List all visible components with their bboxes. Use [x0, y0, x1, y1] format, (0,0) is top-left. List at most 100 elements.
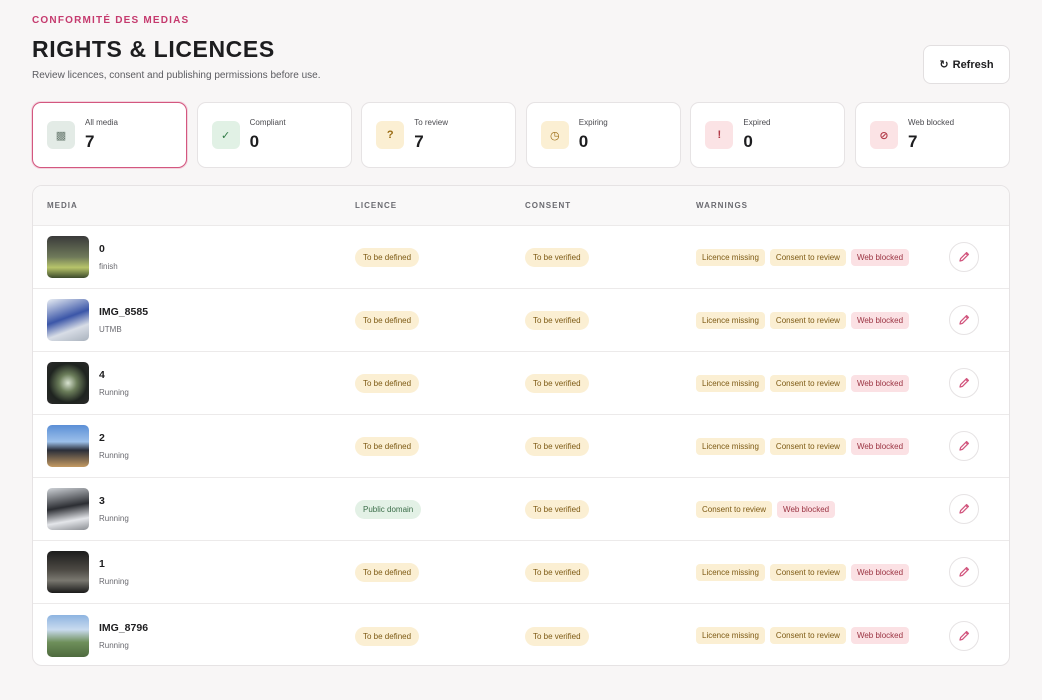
thumbnail	[47, 425, 89, 467]
media-tag: UTMB	[99, 325, 122, 334]
consent-badge: To be verified	[525, 437, 589, 456]
warning-badge: Consent to review	[769, 627, 846, 644]
warning-badge: Web blocked	[777, 500, 836, 518]
media-cell: IMG_8796 Running	[47, 614, 355, 657]
stat-value: 7	[414, 132, 424, 151]
consent-cell: To be verified	[525, 247, 696, 267]
edit-button[interactable]	[949, 494, 979, 524]
edit-icon	[959, 377, 970, 388]
media-tag: finish	[99, 262, 118, 271]
consent-cell: To be verified	[525, 626, 696, 646]
licence-cell: To be defined	[355, 310, 525, 330]
media-cell: 0 finish	[47, 236, 355, 278]
warning-badge: Licence missing	[696, 374, 765, 392]
media-cell: IMG_8585 UTMB	[47, 299, 355, 341]
media-text: 3 Running	[99, 495, 129, 523]
licence-badge: To be defined	[355, 311, 420, 330]
media-cell: 4 Running	[47, 362, 355, 404]
media-tag: Running	[99, 451, 129, 460]
action-cell	[949, 494, 1009, 524]
warnings-cell: Licence missing Consent to review Web bloc…	[696, 563, 949, 581]
stat-card[interactable]: ? To review 7	[361, 102, 517, 168]
table-row: 1 Running To be defined To be verified Licen…	[33, 541, 1009, 604]
stat-card[interactable]: ◷ Expiring 0	[525, 102, 681, 168]
subtitle: Review licences, consent and publishing …	[32, 70, 321, 81]
consent-cell: To be verified	[525, 499, 696, 519]
media-text: IMG_8796 Running	[99, 622, 148, 650]
thumbnail	[47, 488, 89, 530]
stat-label: All media	[85, 118, 118, 127]
licence-cell: To be defined	[355, 562, 525, 582]
licence-cell: To be defined	[355, 436, 525, 456]
licence-cell: To be defined	[355, 247, 525, 267]
stat-value: 0	[743, 132, 753, 151]
stat-value: 7	[85, 132, 95, 151]
consent-cell: To be verified	[525, 373, 696, 393]
warning-badge: Consent to review	[769, 563, 846, 581]
consent-badge: To be verified	[525, 626, 589, 646]
action-cell	[949, 431, 1009, 461]
warning-badge: Web blocked	[850, 311, 910, 329]
stat-card[interactable]: ▩ All media 7	[32, 102, 187, 168]
thumbnail	[47, 551, 89, 593]
stat-icon: ?	[376, 121, 405, 149]
media-name: IMG_8585	[99, 306, 149, 318]
column-header: CONSENT	[525, 201, 572, 210]
licence-badge: Public domain	[355, 500, 422, 519]
stat-card[interactable]: ! Expired 0	[690, 102, 846, 168]
edit-button[interactable]	[949, 368, 979, 398]
edit-icon	[959, 251, 970, 262]
stat-label: Expired	[743, 118, 771, 127]
edit-icon	[959, 440, 970, 451]
edit-button[interactable]	[949, 620, 979, 651]
consent-cell: To be verified	[525, 310, 696, 330]
consent-badge: To be verified	[525, 374, 589, 393]
edit-icon	[959, 503, 970, 514]
media-name: IMG_8796	[99, 621, 149, 634]
warning-badge: Consent to review	[769, 437, 846, 455]
warnings-cell: Licence missing Consent to review Web bloc…	[696, 374, 949, 392]
warning-badge: Licence missing	[696, 248, 765, 266]
licence-cell: Public domain	[355, 499, 525, 519]
media-name: 0	[99, 243, 105, 255]
column-header: LICENCE	[355, 201, 398, 210]
consent-badge: To be verified	[525, 563, 589, 582]
thumbnail	[47, 614, 89, 657]
warnings-cell: Licence missing Consent to review Web bloc…	[696, 627, 949, 644]
stat-icon: ⊘	[869, 121, 898, 149]
refresh-button[interactable]: ↻ Refresh	[923, 45, 1010, 84]
edit-button[interactable]	[949, 557, 979, 587]
licence-badge: To be defined	[355, 374, 420, 393]
table-row: IMG_8585 UTMB To be defined To be verified L…	[33, 289, 1009, 352]
warning-badge: Licence missing	[696, 437, 765, 455]
licence-badge: To be defined	[355, 437, 420, 456]
refresh-icon: ↻	[939, 59, 949, 71]
stat-value: 0	[249, 132, 260, 151]
consent-badge: To be verified	[525, 248, 589, 267]
warnings-cell: Licence missing Consent to review Web bloc…	[696, 311, 949, 329]
media-name: 2	[99, 432, 105, 444]
media-text: IMG_8585 UTMB	[99, 306, 148, 334]
media-cell: 1 Running	[47, 551, 355, 593]
edit-icon	[959, 566, 970, 577]
media-cell: 2 Running	[47, 425, 355, 467]
table-row: 0 finish To be defined To be verified Licenc…	[33, 226, 1009, 289]
stat-card[interactable]: ✓ Compliant 0	[196, 102, 352, 168]
stat-label: Expiring	[578, 118, 608, 127]
thumbnail	[47, 299, 89, 341]
media-tag: Running	[99, 514, 129, 523]
edit-button[interactable]	[949, 305, 979, 335]
warnings-cell: Licence missing Consent to review Web bloc…	[696, 248, 949, 266]
stat-value: 0	[578, 132, 589, 151]
edit-button[interactable]	[949, 242, 979, 272]
edit-button[interactable]	[949, 431, 979, 461]
stats: ▩ All media 7 ✓ Compliant 0? To review 7 ◷ Expiri…	[32, 102, 1010, 168]
licence-badge: To be defined	[355, 563, 420, 582]
action-cell	[949, 557, 1009, 587]
stat-value: 7	[907, 132, 918, 151]
licence-cell: To be defined	[355, 373, 525, 393]
stat-card[interactable]: ⊘ Web blocked 7	[854, 102, 1010, 168]
licence-badge: To be defined	[355, 248, 420, 267]
warning-badge: Consent to review	[769, 248, 846, 266]
